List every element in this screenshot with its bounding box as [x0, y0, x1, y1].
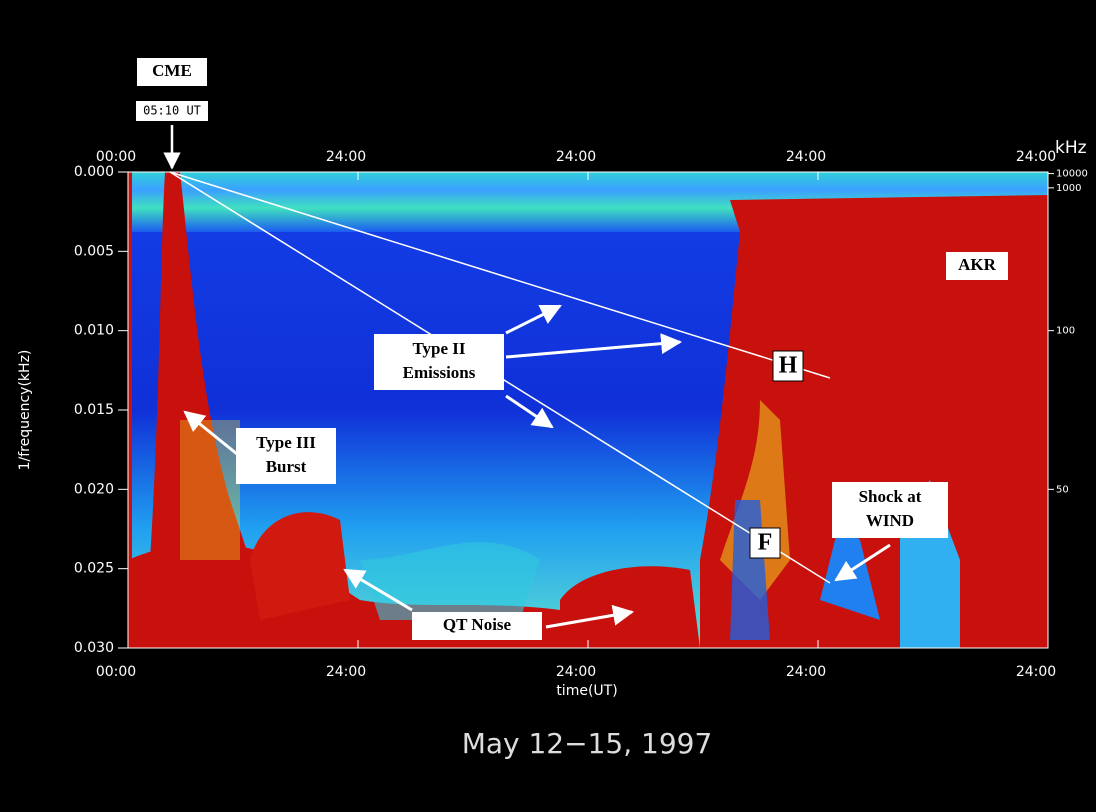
x-tick-label: 24:00 — [556, 149, 596, 165]
x-tick-label: 24:00 — [1016, 664, 1056, 680]
chart: CME 05:10 UT Type II Emissions Type III … — [0, 0, 1096, 812]
annotation: AKR — [958, 255, 997, 274]
annotation: Type II — [412, 339, 465, 358]
annotation: CME — [152, 61, 192, 80]
y2-tick-label: 50 — [1056, 484, 1069, 495]
y-tick-label: 0.020 — [74, 481, 114, 497]
chart-title: May 12−15, 1997 — [462, 727, 713, 760]
y2-tick-label: 1000 — [1056, 183, 1081, 194]
x-tick-label: 24:00 — [1016, 149, 1056, 165]
x-tick-label: 00:00 — [96, 664, 136, 680]
x-tick-label: 24:00 — [786, 664, 826, 680]
x-tick-label: 24:00 — [556, 664, 596, 680]
y-tick-label: 0.025 — [74, 561, 114, 577]
annotation: Emissions — [403, 363, 476, 382]
annotation: 05:10 UT — [143, 104, 201, 118]
y-tick-label: 0.010 — [74, 323, 114, 339]
x-tick-label: 00:00 — [96, 149, 136, 165]
annotation: Type III — [256, 433, 316, 452]
x-axis-label: time(UT) — [556, 683, 617, 699]
annotation: Shock at — [859, 487, 922, 506]
x-tick-label: 24:00 — [326, 664, 366, 680]
y-tick-label: 0.015 — [74, 402, 114, 418]
y2-tick-label: 10000 — [1056, 169, 1088, 180]
y-tick-label: 0.000 — [74, 164, 114, 180]
annotation: QT Noise — [443, 615, 512, 634]
y2-tick-label: 100 — [1056, 326, 1075, 337]
y2-axis-label: kHz — [1055, 138, 1087, 158]
y-tick-label: 0.005 — [74, 243, 114, 259]
annotation: Burst — [266, 457, 307, 476]
annotation: WIND — [866, 511, 914, 530]
spectrogram — [128, 172, 1048, 648]
x-tick-label: 24:00 — [326, 149, 366, 165]
y-axis-label: 1/frequency(kHz) — [17, 350, 33, 471]
annotation: H — [779, 353, 798, 379]
x-tick-label: 24:00 — [786, 149, 826, 165]
y-tick-label: 0.030 — [74, 640, 114, 656]
annotation: F — [758, 530, 773, 556]
